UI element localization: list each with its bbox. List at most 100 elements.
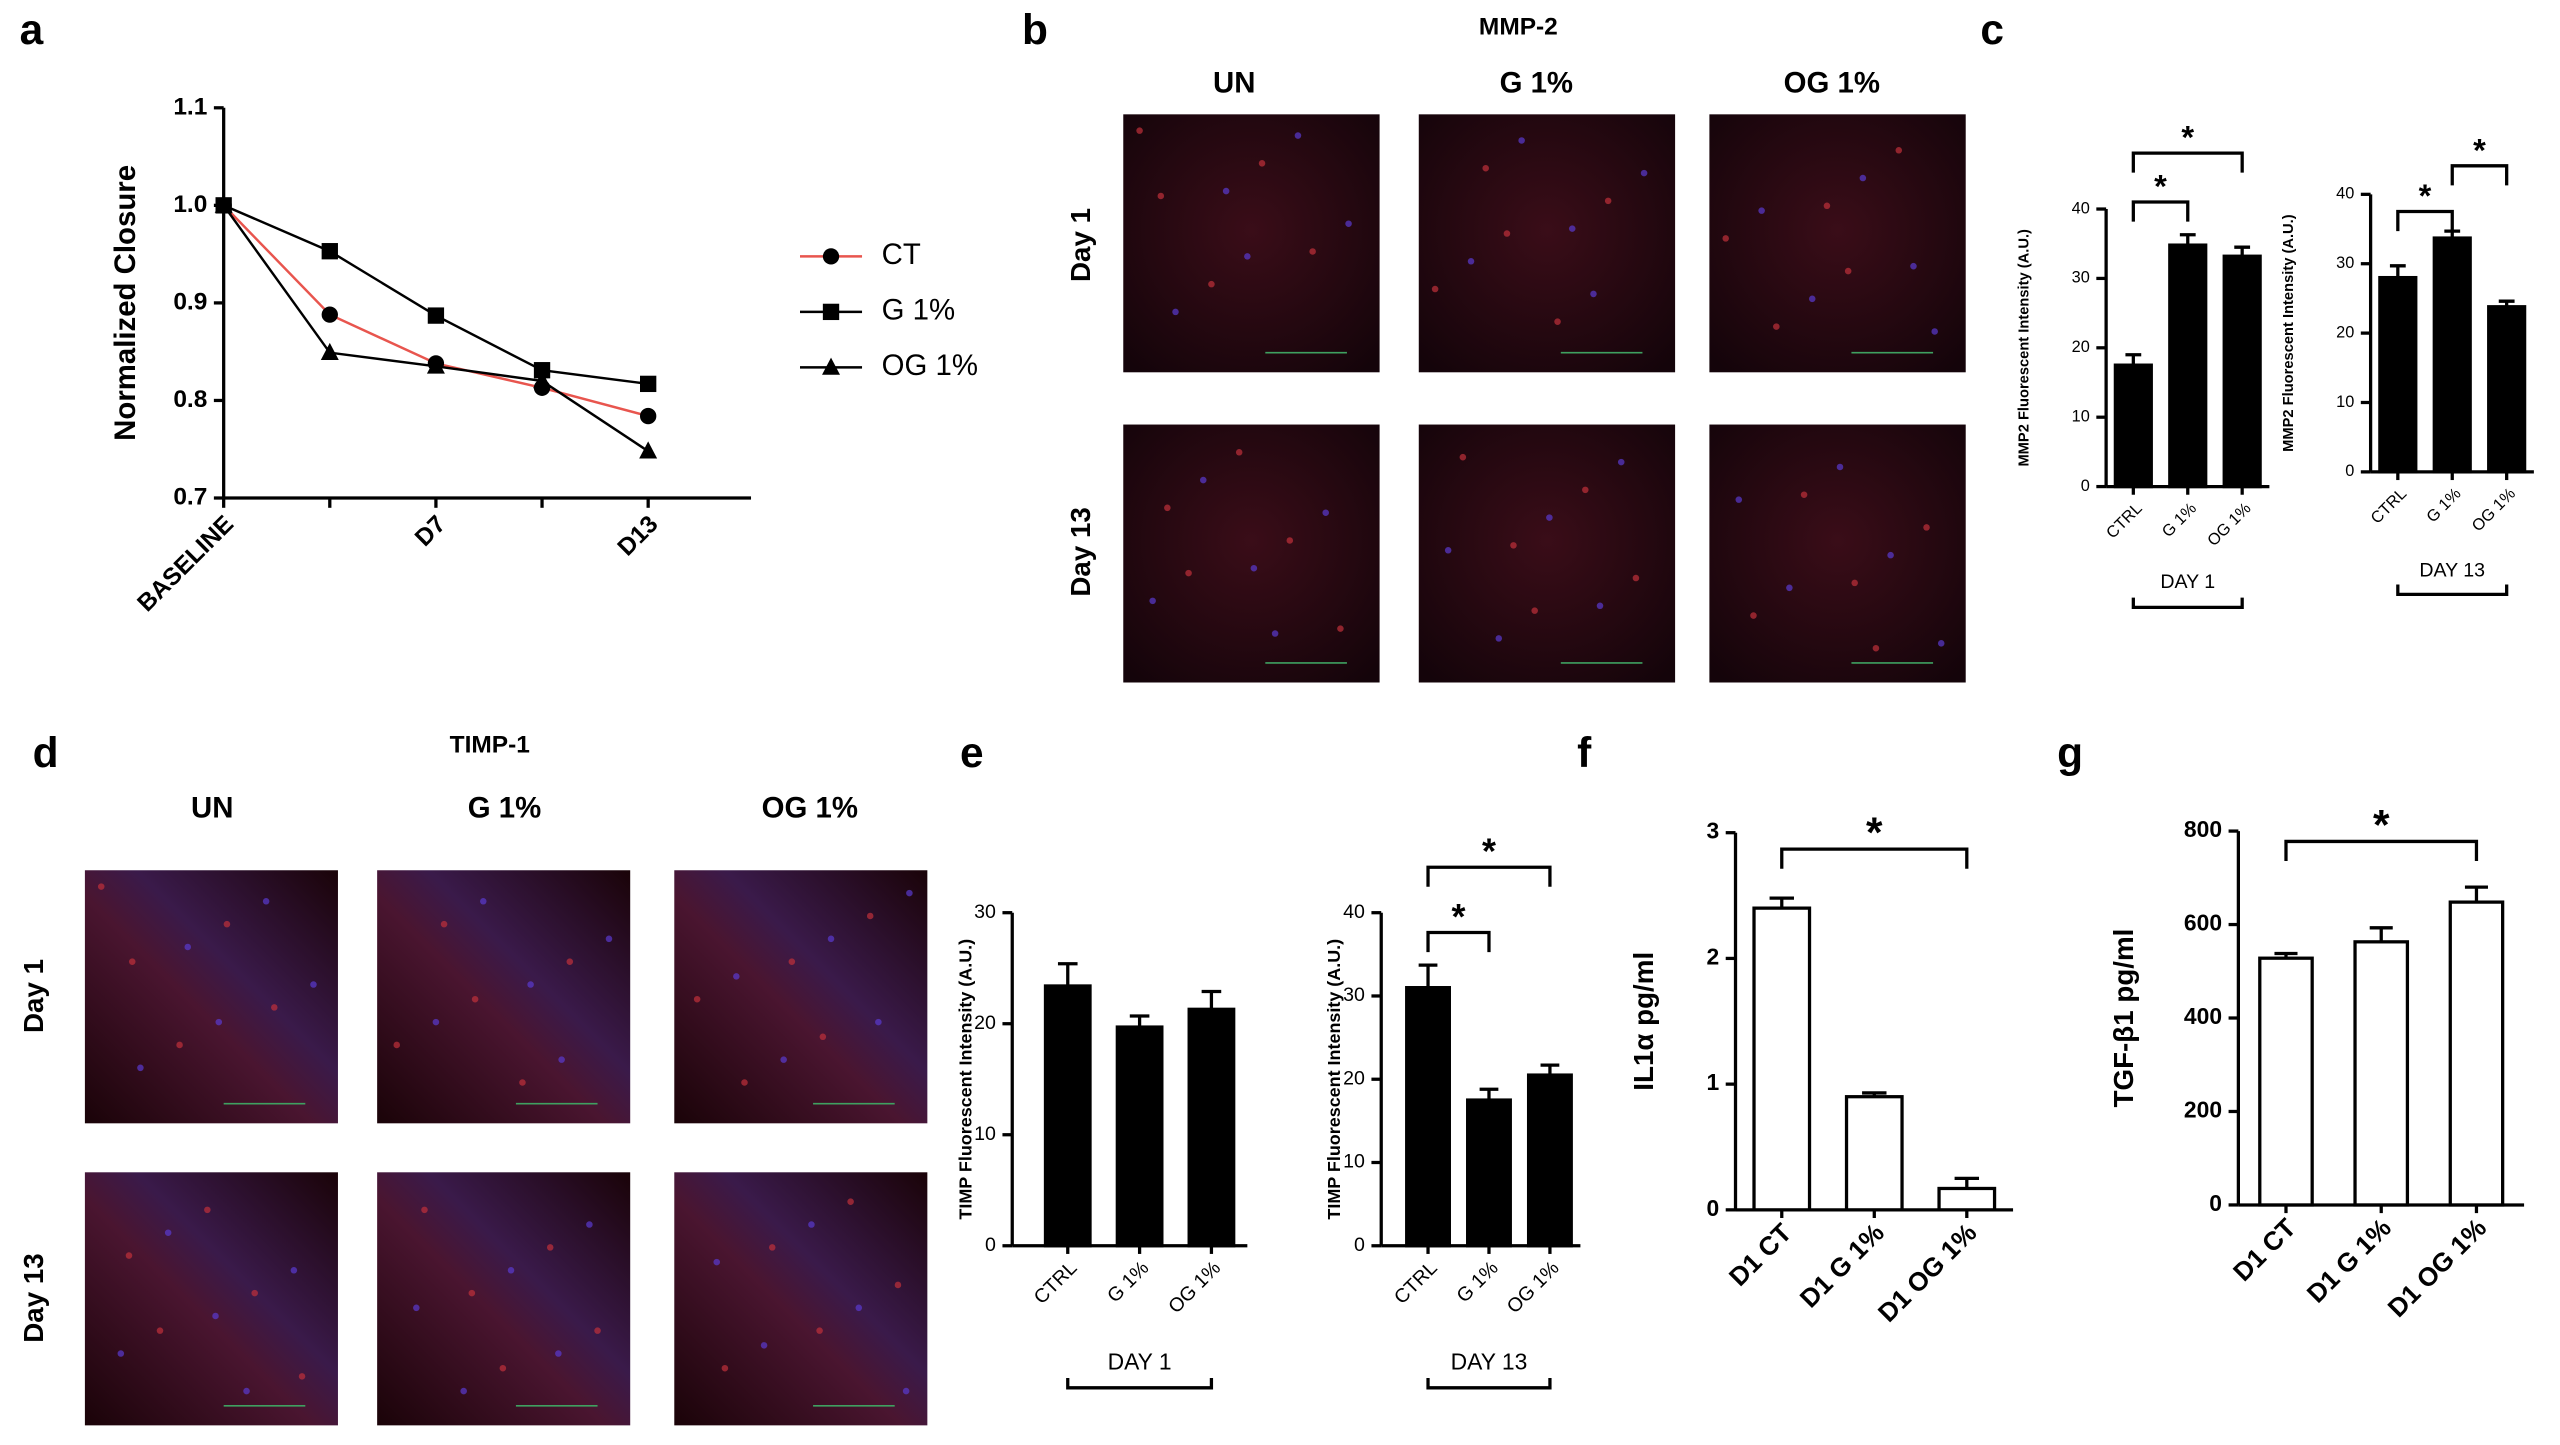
group-label: DAY 13: [1451, 1348, 1528, 1374]
legend-label: OG 1%: [882, 349, 978, 382]
micrograph: [377, 870, 631, 1124]
data-point: [321, 243, 338, 260]
x-tick-label: D1 CT: [2227, 1212, 2302, 1287]
column-label: OG 1%: [1784, 67, 1880, 100]
panel-letter: c: [1980, 6, 2004, 53]
y-tick-label: 0: [985, 1234, 996, 1256]
y-tick-label: 0.9: [173, 288, 207, 315]
y-tick-label: 20: [974, 1012, 996, 1034]
panel-letter: f: [1577, 729, 1592, 776]
x-tick-label: CTRL: [2367, 485, 2410, 528]
cell-nucleus: [741, 1079, 748, 1086]
cell-nucleus: [1823, 202, 1831, 210]
data-point: [640, 407, 657, 425]
y-tick-label: 30: [974, 901, 996, 923]
y-tick-label: 1.0: [173, 191, 207, 218]
cell-nucleus: [1459, 453, 1467, 461]
bar: [1526, 1073, 1573, 1248]
y-tick-label: 40: [1343, 901, 1365, 923]
y-axis-label: MMP2 Fluorescent Intensity (A.U.): [2016, 229, 2032, 467]
y-tick-label: 40: [2336, 185, 2354, 203]
cell-nucleus: [128, 958, 136, 965]
x-tick-label: G 1%: [2423, 485, 2465, 527]
cell-nucleus: [212, 1312, 219, 1320]
cell-nucleus: [310, 981, 317, 988]
cell-nucleus: [1222, 187, 1230, 195]
significance-bracket: [2450, 164, 2509, 186]
y-tick-label: 30: [2072, 269, 2090, 287]
cell-nucleus: [1604, 197, 1612, 205]
group-bracket: [1426, 1378, 1552, 1390]
column-label: G 1%: [1500, 67, 1573, 100]
bar: [1115, 1025, 1164, 1248]
cell-nucleus: [262, 898, 270, 905]
data-point: [427, 307, 445, 324]
x-tick-label: OG 1%: [2204, 499, 2255, 550]
significance-bracket: [1426, 930, 1491, 953]
x-tick-label: CTRL: [1030, 1257, 1082, 1309]
cell-nucleus: [176, 1041, 183, 1049]
cell-nucleus: [290, 1266, 298, 1274]
cell-nucleus: [713, 1258, 720, 1266]
row-label: Day 1: [18, 959, 49, 1033]
cell-nucleus: [546, 1244, 554, 1251]
cell-nucleus: [1322, 509, 1329, 516]
cell-nucleus: [1149, 597, 1156, 605]
cell-nucleus: [760, 1342, 768, 1349]
cell-nucleus: [1722, 235, 1729, 242]
cell-nucleus: [605, 935, 613, 943]
cell-nucleus: [499, 1364, 507, 1372]
data-point: [321, 306, 338, 323]
y-tick-label: 0: [2345, 462, 2354, 480]
x-tick-label: OG 1%: [1503, 1257, 1564, 1318]
cell-nucleus: [271, 1004, 278, 1011]
x-tick-label: D13: [613, 511, 664, 562]
cell-nucleus: [1937, 640, 1945, 647]
y-axis-label: TIMP Fluorescent Intensity (A.U.): [1324, 939, 1344, 1220]
cell-nucleus: [1617, 458, 1625, 466]
cell-nucleus: [1244, 253, 1251, 260]
panel-letter: g: [2057, 729, 2083, 776]
y-axis-label: TGF-β1 pg/ml: [2108, 929, 2139, 1108]
cell-nucleus: [1467, 258, 1475, 265]
significance-label: *: [2373, 802, 2390, 849]
cell-nucleus: [1808, 295, 1816, 303]
data-point: [214, 195, 233, 213]
cell-nucleus: [733, 973, 740, 980]
y-tick-label: 10: [974, 1123, 996, 1145]
cell-nucleus: [819, 1033, 827, 1041]
x-tick-label: CTRL: [1390, 1257, 1442, 1309]
x-tick-label: D1 G 1%: [2301, 1212, 2397, 1308]
cell-nucleus: [1531, 607, 1538, 614]
bar: [2168, 243, 2208, 489]
cell-nucleus: [117, 1350, 125, 1357]
cell-nucleus: [1235, 449, 1243, 456]
group-bracket: [2396, 584, 2509, 596]
x-tick-label: CTRL: [2103, 499, 2146, 542]
y-tick-label: 0: [2081, 477, 2090, 495]
cell-nucleus: [1546, 514, 1553, 521]
cell-nucleus: [1596, 602, 1604, 610]
significance-bracket: [2131, 200, 2190, 222]
legend-marker: [822, 303, 840, 321]
cell-nucleus: [866, 912, 874, 920]
bar: [1405, 986, 1451, 1248]
cell-nucleus: [468, 1289, 476, 1297]
cell-nucleus: [1872, 644, 1880, 652]
cell-nucleus: [251, 1289, 258, 1297]
significance-label: *: [2154, 168, 2167, 205]
row-label: Day 13: [1065, 507, 1096, 596]
micrograph: [377, 1172, 631, 1426]
legend-marker: [822, 357, 840, 375]
cell-nucleus: [184, 943, 192, 951]
micrograph: [674, 1172, 928, 1426]
cell-nucleus: [1250, 564, 1258, 572]
cell-nucleus: [471, 995, 479, 1003]
significance-bracket: [2396, 209, 2454, 232]
column-label: UN: [191, 792, 233, 825]
cell-nucleus: [1258, 160, 1266, 167]
significance-label: *: [1482, 831, 1496, 872]
cell-nucleus: [1836, 463, 1844, 471]
group-label: DAY 1: [2160, 571, 2215, 593]
